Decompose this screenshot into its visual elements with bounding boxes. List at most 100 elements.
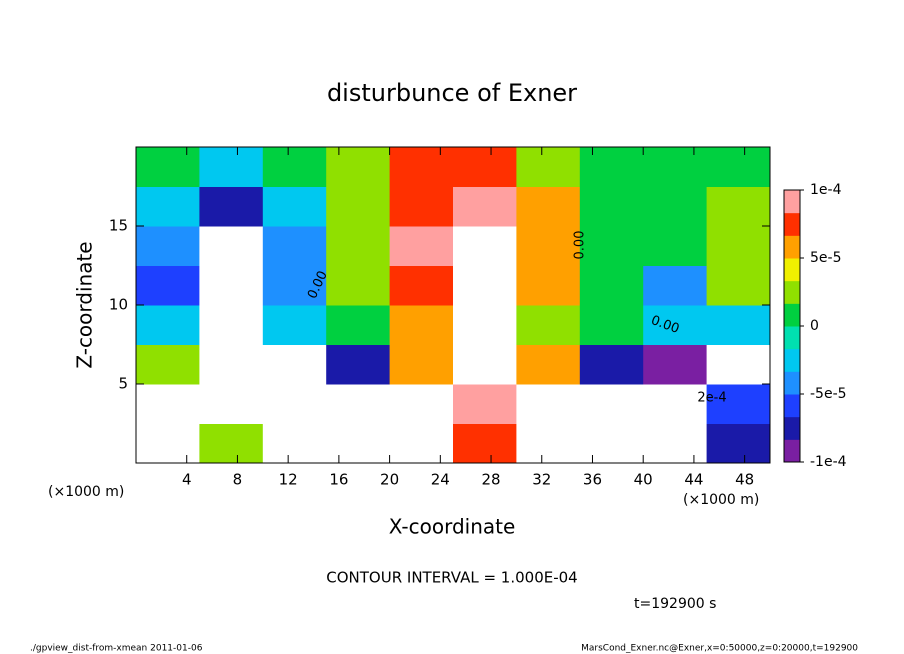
x-tick-label: 4 xyxy=(182,471,192,489)
heat-cell xyxy=(389,423,454,464)
heat-cell xyxy=(136,305,200,345)
heat-cell xyxy=(706,384,771,424)
time-label: t=192900 s xyxy=(634,596,716,612)
heat-cell xyxy=(136,147,200,187)
heat-cell xyxy=(516,226,581,266)
contour-label: 2e-4 xyxy=(697,391,726,406)
x-tick-label: 16 xyxy=(329,471,348,489)
heat-cell xyxy=(136,265,200,306)
heat-cell xyxy=(579,305,644,345)
x-tick-label: 40 xyxy=(634,471,653,489)
heat-cell xyxy=(326,305,391,345)
footer-left: ./gpview_dist-from-xmean 2011-01-06 xyxy=(30,644,203,654)
heat-cell xyxy=(136,384,200,424)
heat-cell xyxy=(579,344,644,385)
heat-cell xyxy=(516,265,581,306)
heat-cell xyxy=(706,305,771,345)
heat-cell xyxy=(199,423,264,464)
heat-cell xyxy=(453,305,517,345)
heat-cell xyxy=(199,226,264,266)
heat-cell xyxy=(389,186,454,227)
heat-cell xyxy=(579,384,644,424)
colorbar-segment xyxy=(784,235,800,259)
heat-cell xyxy=(262,344,327,385)
heat-cell xyxy=(453,186,517,227)
heat-cell xyxy=(516,305,581,345)
heat-cell xyxy=(516,344,581,385)
heat-cell xyxy=(326,384,391,424)
heat-cell xyxy=(262,384,327,424)
heat-cell xyxy=(326,265,391,306)
heat-cell xyxy=(389,265,454,306)
heat-cell xyxy=(136,344,200,385)
heat-cell xyxy=(643,384,708,424)
colorbar-segment xyxy=(784,258,800,282)
colorbar-segment xyxy=(784,394,800,418)
heat-cell xyxy=(516,147,581,187)
heat-cell xyxy=(579,226,644,266)
heat-cell xyxy=(706,265,771,306)
heat-cell xyxy=(389,384,454,424)
heat-cell xyxy=(326,226,391,266)
heat-cell xyxy=(706,226,771,266)
heat-cell xyxy=(453,384,517,424)
heat-cell xyxy=(579,186,644,227)
footer-right: MarsCond_Exner.nc@Exner,x=0:50000,z=0:20… xyxy=(581,644,858,654)
colorbar-tick-label: 0 xyxy=(810,318,819,334)
contour-interval: CONTOUR INTERVAL = 1.000E-04 xyxy=(326,569,577,587)
colorbar-segment xyxy=(784,280,800,304)
colorbar-tick-label: 5e-5 xyxy=(810,250,841,266)
heat-cell xyxy=(643,305,708,345)
heat-cell xyxy=(579,147,644,187)
heat-cell xyxy=(643,147,708,187)
heat-cell xyxy=(453,226,517,266)
colorbar-segment xyxy=(784,348,800,372)
heat-cell xyxy=(199,186,264,227)
x-tick-label: 8 xyxy=(233,471,243,489)
colorbar-segment xyxy=(784,371,800,395)
colorbar-segment xyxy=(784,326,800,350)
heat-cell xyxy=(199,344,264,385)
colorbar-tick-label: -5e-5 xyxy=(810,386,847,402)
x-tick-label: 48 xyxy=(735,471,754,489)
heat-cell xyxy=(453,344,517,385)
heat-cell xyxy=(643,265,708,306)
heat-cell xyxy=(326,186,391,227)
y-axis-label: Z-coordinate xyxy=(73,241,97,368)
x-tick-label: 24 xyxy=(431,471,450,489)
heat-cell xyxy=(326,344,391,385)
heat-cell xyxy=(199,384,264,424)
colorbar-tick-label: 1e-4 xyxy=(810,182,842,198)
heat-cell xyxy=(136,226,200,266)
heat-cell xyxy=(199,147,264,187)
heat-cell xyxy=(453,423,517,464)
heat-cell xyxy=(516,186,581,227)
heat-cell xyxy=(579,265,644,306)
heat-cell xyxy=(453,147,517,187)
heat-cell xyxy=(643,344,708,385)
heat-cell xyxy=(326,423,391,464)
colorbar-segment xyxy=(784,416,800,440)
colorbar-segment xyxy=(784,439,800,463)
y-tick-label: 15 xyxy=(109,217,128,235)
x-tick-label: 36 xyxy=(583,471,602,489)
x-tick-label: 44 xyxy=(684,471,703,489)
heat-cell xyxy=(516,384,581,424)
heat-cell xyxy=(643,186,708,227)
x-axis-label: X-coordinate xyxy=(389,515,516,539)
heat-cell xyxy=(199,265,264,306)
heat-cell xyxy=(389,344,454,385)
heat-cell xyxy=(199,305,264,345)
y-tick-label: 5 xyxy=(118,375,128,393)
chart-title: disturbunce of Exner xyxy=(327,79,577,107)
x-unit-label: (×1000 m) xyxy=(48,484,124,500)
x-tick-label: 12 xyxy=(279,471,298,489)
heat-cell xyxy=(706,344,771,385)
colorbar-segment xyxy=(784,303,800,327)
heat-cell xyxy=(706,147,771,187)
x-tick-label: 32 xyxy=(532,471,551,489)
x-tick-label: 28 xyxy=(481,471,500,489)
heat-cell xyxy=(579,423,644,464)
heat-cell xyxy=(643,423,708,464)
